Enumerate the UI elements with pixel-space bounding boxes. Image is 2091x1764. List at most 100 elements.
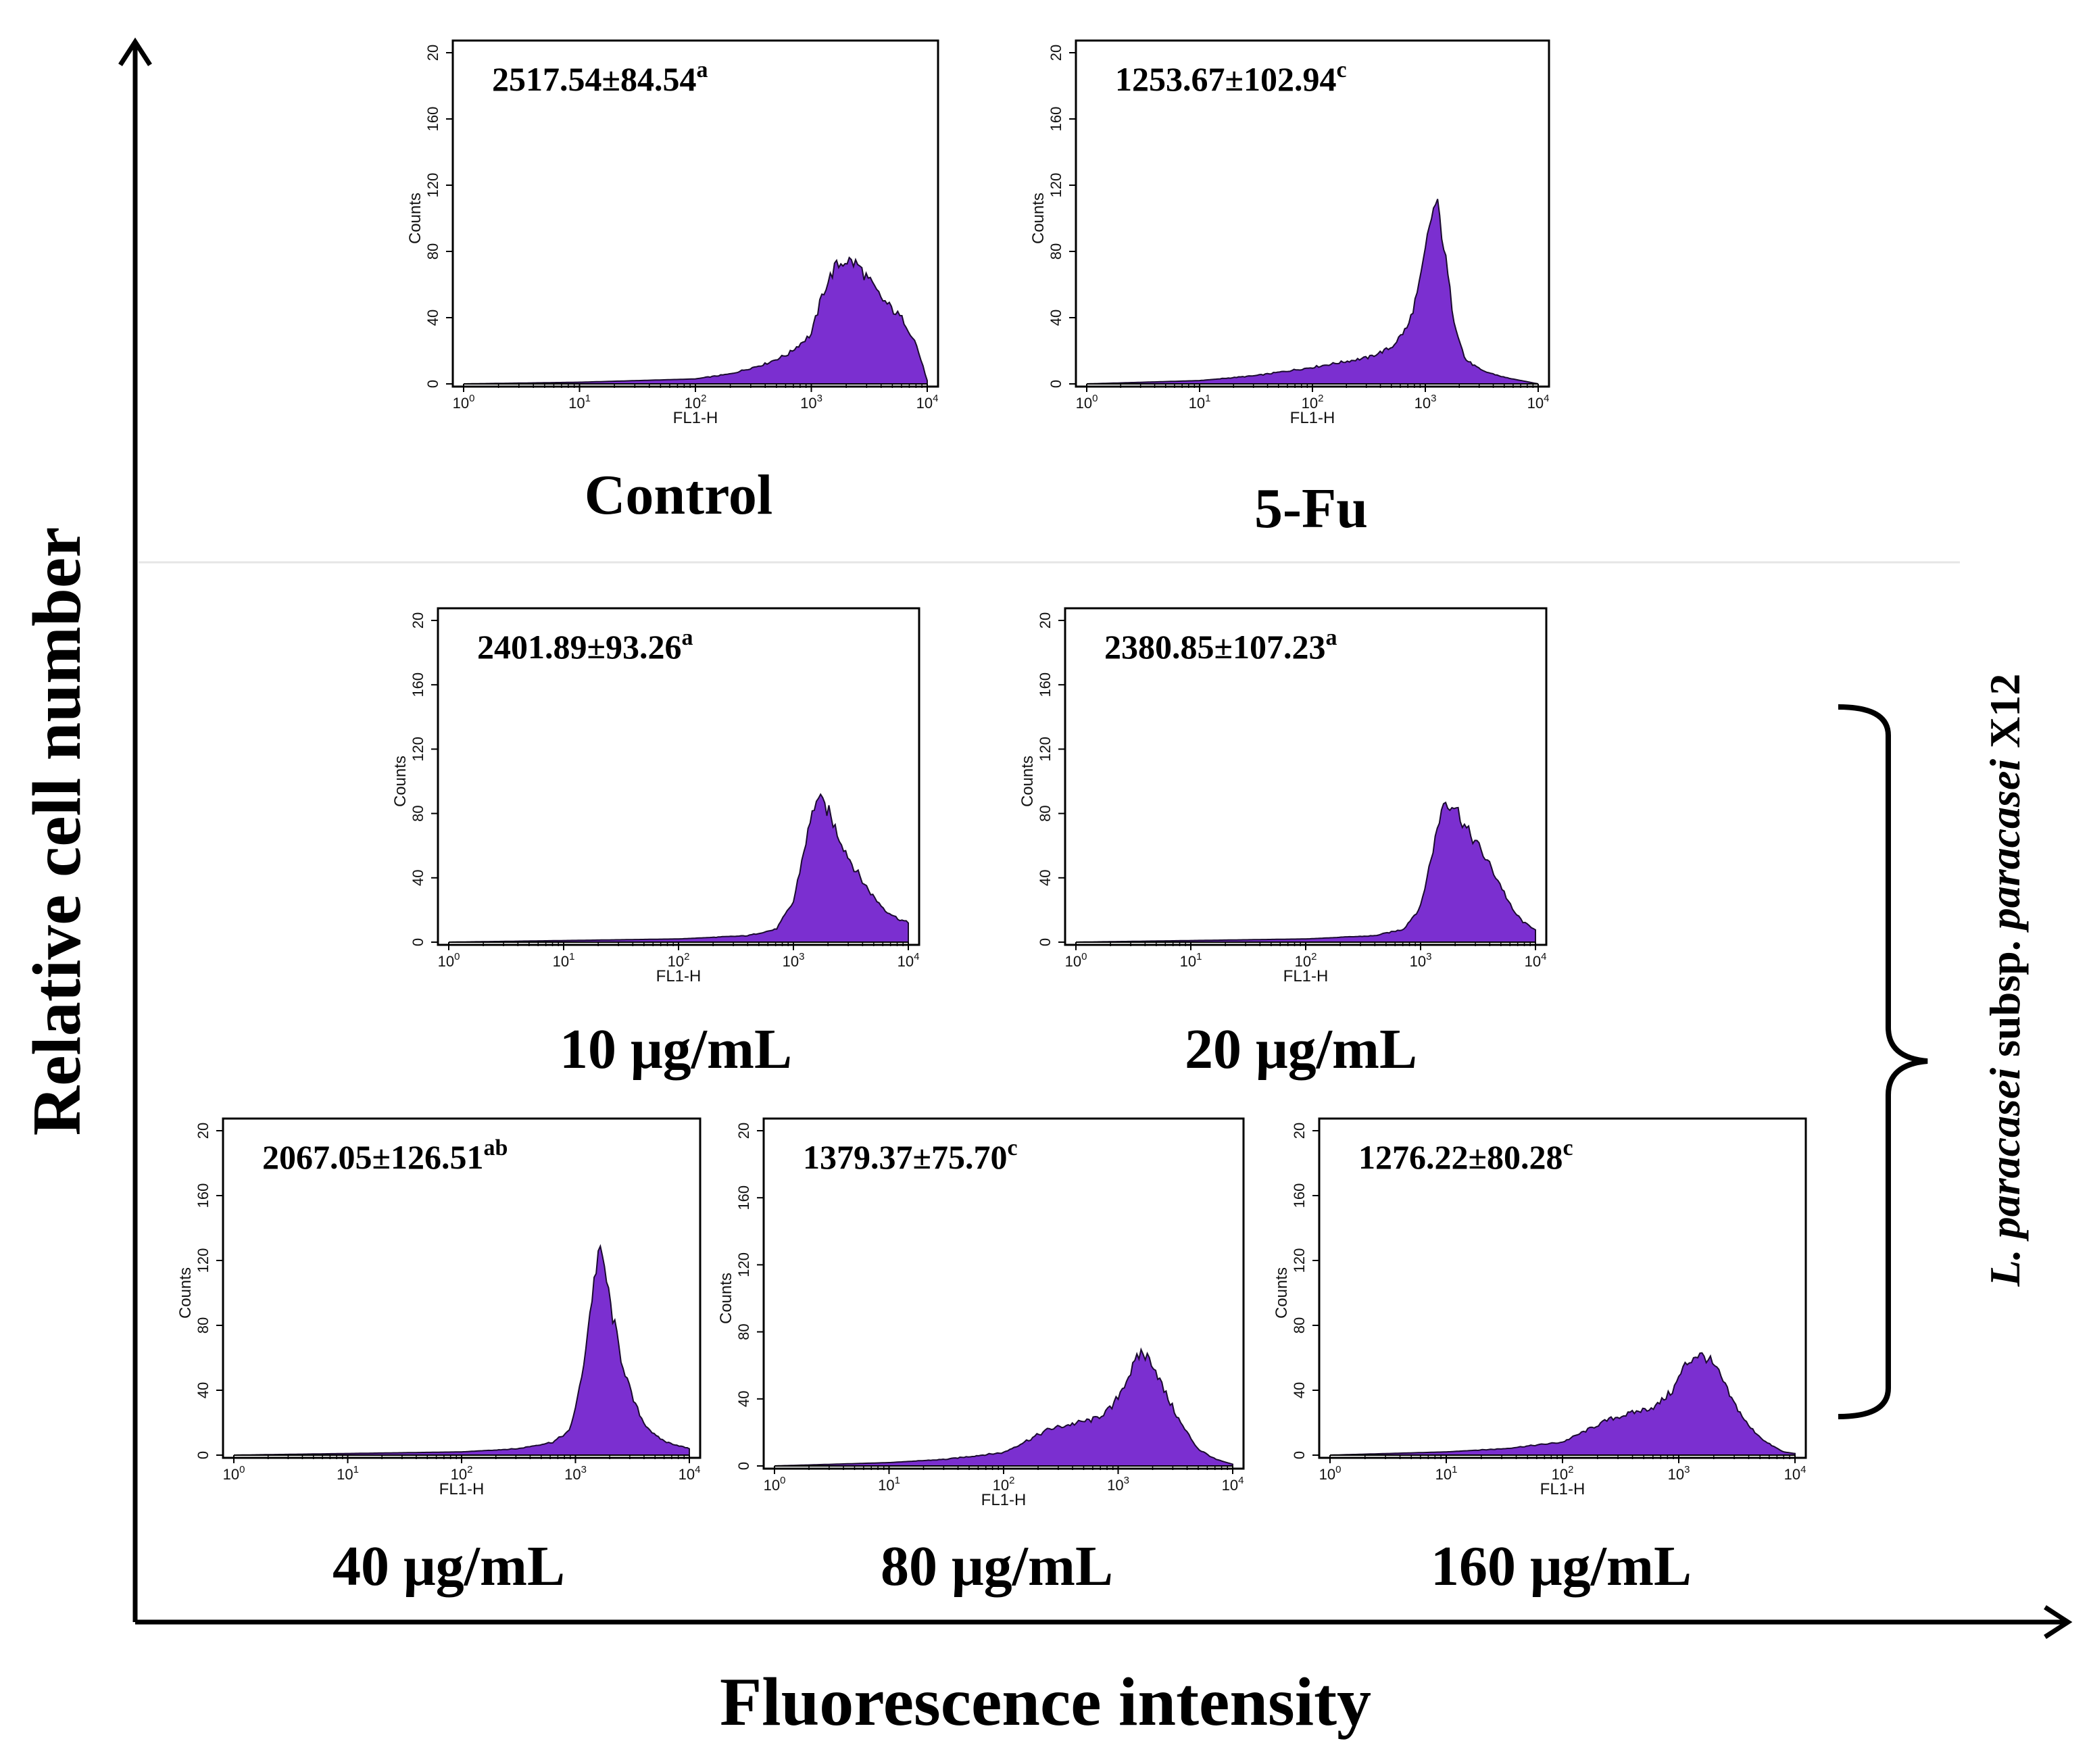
condition-label: 5-Fu: [1254, 477, 1368, 540]
histogram-panel: 100 101 102 103 104 FL1-H 0 40 80 120 160 20 Counts 2…: [1018, 607, 1548, 1081]
x-tick-label: 101: [1189, 393, 1211, 412]
y-tick-label: 80: [424, 243, 441, 260]
y-tick-label: 20: [410, 612, 426, 629]
x-tick-label: 100: [453, 393, 475, 412]
x-tick-label: 104: [1222, 1475, 1244, 1494]
x-tick-label: 101: [553, 951, 575, 970]
y-axis-label: Counts: [1018, 756, 1037, 807]
mean-fluorescence-annotation: 2067.05±126.51ab: [262, 1135, 508, 1176]
x-tick-label: 103: [783, 951, 805, 970]
x-tick-label: 101: [568, 393, 591, 412]
y-tick-label: 120: [735, 1252, 752, 1277]
x-tick-label: 100: [1319, 1464, 1342, 1483]
y-tick-label: 20: [1048, 45, 1064, 61]
y-tick-label: 160: [410, 672, 426, 697]
y-tick-label: 20: [735, 1123, 752, 1139]
x-axis-label: FL1-H: [439, 1480, 485, 1498]
x-tick-label: 102: [1295, 951, 1317, 970]
y-tick-label: 160: [1291, 1183, 1308, 1208]
condition-label: 10 μg/mL: [560, 1018, 792, 1081]
y-tick-label: 40: [424, 310, 441, 326]
x-tick-label: 102: [685, 393, 707, 412]
y-tick-label: 40: [1037, 870, 1054, 886]
histogram-panel: 100 101 102 103 104 FL1-H 0 40 80 120 160 20 Counts 1…: [1273, 1117, 1807, 1598]
x-axis-label: FL1-H: [1540, 1480, 1585, 1498]
y-tick-label: 160: [1048, 107, 1064, 132]
histogram-panels: 100 101 102 103 104 FL1-H 0 40 80 120 160 20 Counts 2…: [176, 39, 1807, 1598]
histogram-area: [1086, 199, 1539, 385]
plot-frame: [1075, 39, 1550, 388]
x-tick-label: 100: [223, 1464, 245, 1483]
condition-label: 160 μg/mL: [1431, 1535, 1692, 1598]
x-tick-label: 103: [1668, 1464, 1690, 1483]
x-axis-label: FL1-H: [1290, 409, 1335, 427]
histogram-panel: 100 101 102 103 104 FL1-H 0 40 80 120 160 20 Counts 1…: [717, 1117, 1245, 1598]
histogram-area: [234, 1244, 690, 1456]
y-tick-label: 160: [735, 1185, 752, 1210]
mean-fluorescence-annotation: 2401.89±93.26a: [477, 625, 693, 666]
mean-fluorescence-annotation: 1379.37±75.70c: [803, 1135, 1018, 1176]
condition-label: 80 μg/mL: [881, 1535, 1113, 1598]
y-tick-label: 80: [1037, 805, 1054, 821]
y-tick-label: 80: [1291, 1317, 1308, 1333]
histogram-area: [1329, 1352, 1796, 1456]
y-tick-label: 120: [424, 173, 441, 198]
condition-label: Control: [585, 464, 772, 526]
y-tick-label: 0: [424, 380, 441, 388]
y-tick-label: 40: [1291, 1382, 1308, 1398]
y-tick-label: 0: [735, 1462, 752, 1470]
histogram-area: [774, 1347, 1233, 1467]
histogram-panel: 100 101 102 103 104 FL1-H 0 40 80 120 160 20 Counts 2…: [391, 607, 920, 1081]
y-axis-label: Counts: [176, 1267, 195, 1319]
x-axis-label: FL1-H: [1283, 967, 1329, 985]
x-tick-label: 103: [800, 393, 822, 412]
x-tick-label: 101: [337, 1464, 359, 1483]
x-tick-label: 103: [1410, 951, 1432, 970]
y-tick-label: 40: [1048, 310, 1064, 326]
strain-brace: [1838, 704, 1928, 1419]
y-tick-label: 20: [195, 1123, 212, 1139]
y-axis-label: Counts: [1029, 193, 1048, 244]
y-axis-label: Counts: [717, 1273, 735, 1324]
y-axis-label: Counts: [406, 193, 424, 244]
x-tick-label: 101: [1435, 1464, 1458, 1483]
x-tick-label: 102: [993, 1475, 1015, 1494]
histogram-area: [1076, 801, 1536, 943]
y-tick-label: 0: [410, 938, 426, 946]
x-tick-label: 104: [1525, 951, 1547, 970]
x-tick-label: 103: [564, 1464, 587, 1483]
y-tick-label: 80: [735, 1323, 752, 1340]
figure-x-axis-arrowhead: [2044, 1605, 2073, 1639]
y-tick-label: 20: [424, 45, 441, 61]
x-tick-label: 101: [1180, 951, 1202, 970]
x-tick-label: 103: [1107, 1475, 1129, 1494]
x-tick-label: 100: [764, 1475, 786, 1494]
mean-fluorescence-annotation: 1253.67±102.94c: [1115, 57, 1347, 98]
y-tick-label: 0: [1291, 1451, 1308, 1459]
y-tick-label: 0: [1037, 938, 1054, 946]
y-tick-label: 40: [195, 1382, 212, 1398]
condition-label: 40 μg/mL: [333, 1535, 565, 1598]
histogram-panel: 100 101 102 103 104 FL1-H 0 40 80 120 160 20 Counts 2…: [406, 39, 939, 526]
histogram-panel: 100 101 102 103 104 FL1-H 0 40 80 120 160 20 Counts 1…: [1029, 39, 1550, 540]
y-tick-label: 40: [735, 1391, 752, 1407]
y-tick-label: 120: [1048, 173, 1064, 198]
x-axis-title: Fluorescence intensity: [720, 1664, 1371, 1740]
x-tick-label: 104: [916, 393, 939, 412]
y-tick-label: 80: [1048, 243, 1064, 260]
figure-y-axis-arrowhead: [118, 37, 152, 66]
y-tick-label: 160: [1037, 672, 1054, 697]
x-tick-label: 100: [1076, 393, 1098, 412]
y-tick-label: 120: [1291, 1248, 1308, 1273]
x-tick-label: 103: [1414, 393, 1437, 412]
x-axis-label: FL1-H: [981, 1491, 1027, 1509]
x-axis-label: FL1-H: [656, 967, 702, 985]
y-tick-label: 0: [1048, 380, 1064, 388]
x-tick-label: 102: [1552, 1464, 1574, 1483]
x-axis-label: FL1-H: [673, 409, 718, 427]
histogram-panel: 100 101 102 103 104 FL1-H 0 40 80 120 160 20 Counts 2…: [176, 1117, 702, 1598]
strain-label: L. paracasei subsp. paracasei X12: [1981, 674, 2029, 1288]
x-tick-label: 104: [1784, 1464, 1806, 1483]
y-axis-label: Counts: [391, 756, 410, 807]
histogram-area: [449, 793, 909, 943]
